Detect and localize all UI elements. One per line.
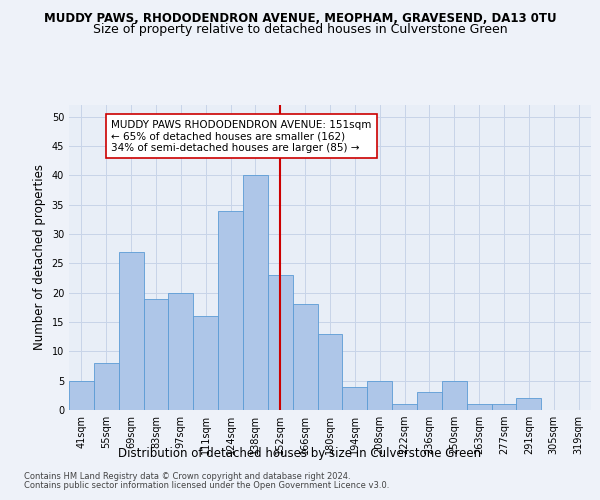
Text: Contains public sector information licensed under the Open Government Licence v3: Contains public sector information licen… <box>24 481 389 490</box>
Bar <box>392 404 417 410</box>
Bar <box>218 210 243 410</box>
Bar <box>317 334 343 410</box>
Text: MUDDY PAWS, RHODODENDRON AVENUE, MEOPHAM, GRAVESEND, DA13 0TU: MUDDY PAWS, RHODODENDRON AVENUE, MEOPHAM… <box>44 12 556 26</box>
Bar <box>293 304 317 410</box>
Bar <box>169 292 193 410</box>
Bar <box>467 404 491 410</box>
Bar <box>268 275 293 410</box>
Text: Distribution of detached houses by size in Culverstone Green: Distribution of detached houses by size … <box>118 448 482 460</box>
Text: MUDDY PAWS RHODODENDRON AVENUE: 151sqm
← 65% of detached houses are smaller (162: MUDDY PAWS RHODODENDRON AVENUE: 151sqm ←… <box>111 120 371 153</box>
Text: Contains HM Land Registry data © Crown copyright and database right 2024.: Contains HM Land Registry data © Crown c… <box>24 472 350 481</box>
Bar <box>367 380 392 410</box>
Bar <box>517 398 541 410</box>
Bar <box>243 176 268 410</box>
Bar <box>491 404 517 410</box>
Bar <box>343 386 367 410</box>
Bar <box>94 363 119 410</box>
Text: Size of property relative to detached houses in Culverstone Green: Size of property relative to detached ho… <box>92 22 508 36</box>
Y-axis label: Number of detached properties: Number of detached properties <box>33 164 46 350</box>
Bar <box>119 252 143 410</box>
Bar <box>143 298 169 410</box>
Bar <box>193 316 218 410</box>
Bar <box>417 392 442 410</box>
Bar <box>442 380 467 410</box>
Bar <box>69 380 94 410</box>
